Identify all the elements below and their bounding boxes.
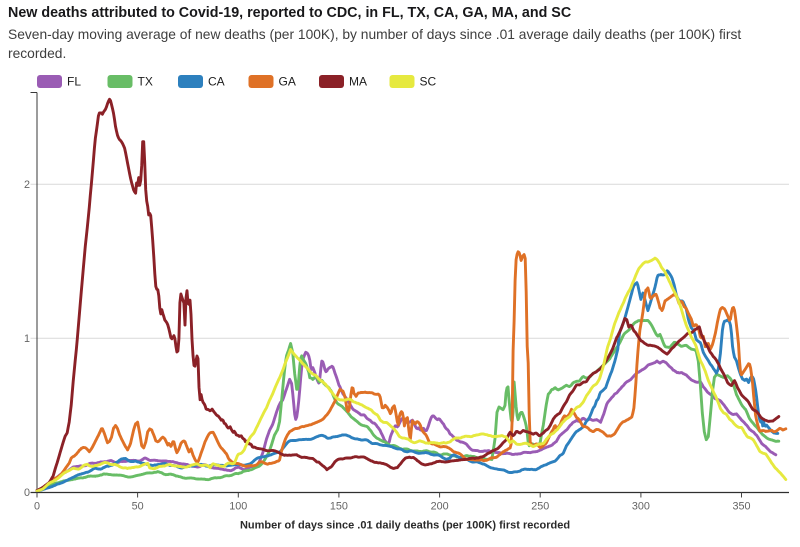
svg-text:MA: MA: [349, 75, 367, 89]
svg-text:300: 300: [632, 501, 650, 513]
svg-text:0: 0: [34, 501, 40, 513]
svg-text:0: 0: [24, 487, 30, 499]
svg-text:200: 200: [431, 501, 449, 513]
svg-text:New deaths attributed to Covid: New deaths attributed to Covid-19, repor…: [8, 5, 571, 21]
svg-text:recorded.: recorded.: [8, 46, 66, 61]
svg-text:FL: FL: [67, 75, 81, 89]
svg-text:250: 250: [531, 501, 549, 513]
svg-text:TX: TX: [138, 75, 153, 89]
svg-text:GA: GA: [279, 75, 296, 89]
svg-text:SC: SC: [420, 75, 437, 89]
svg-text:1: 1: [24, 333, 30, 345]
svg-text:350: 350: [732, 501, 750, 513]
svg-text:50: 50: [132, 501, 144, 513]
svg-text:Number of days since .01 daily: Number of days since .01 daily deaths (p…: [240, 520, 570, 532]
svg-text:100: 100: [229, 501, 247, 513]
svg-text:Seven-day moving average of ne: Seven-day moving average of new deaths (…: [8, 27, 741, 42]
svg-text:2: 2: [24, 179, 30, 191]
svg-text:150: 150: [330, 501, 348, 513]
svg-text:CA: CA: [208, 75, 225, 89]
